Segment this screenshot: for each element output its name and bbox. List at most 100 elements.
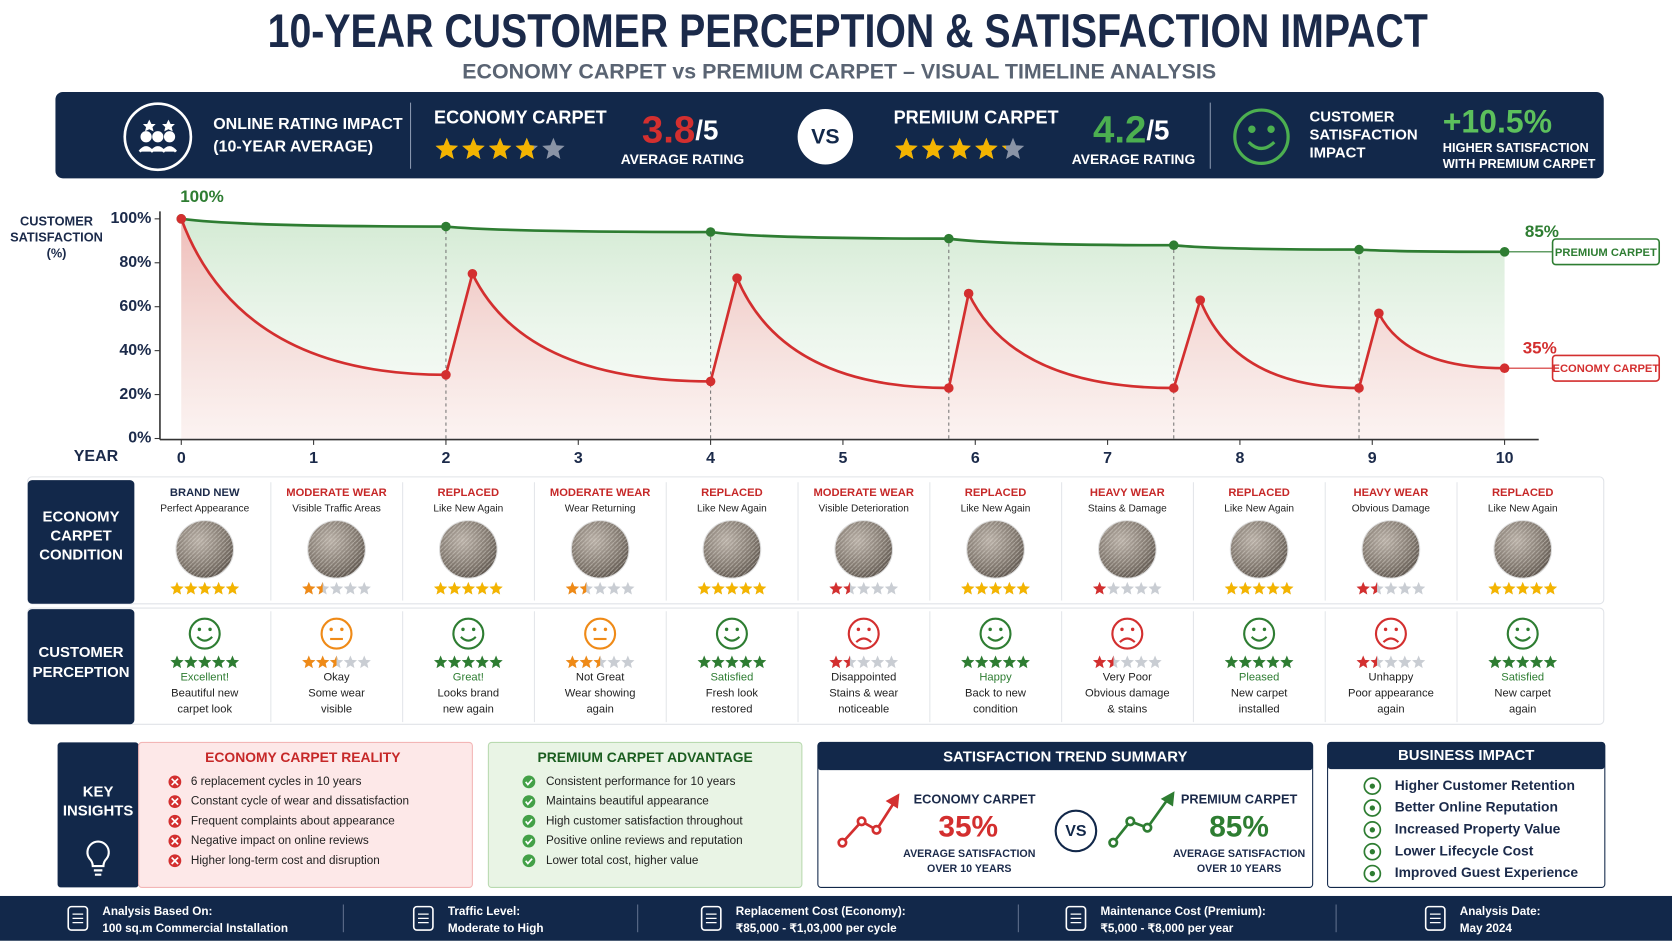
star — [565, 581, 580, 595]
star — [198, 655, 212, 669]
premium-rating: 4.2/5 — [1093, 109, 1169, 152]
perception-panel — [27, 607, 1605, 725]
perception-text: Looks brand — [438, 687, 500, 699]
point — [943, 233, 954, 244]
series-line — [180, 218, 1505, 390]
star-empty — [1106, 581, 1121, 595]
point — [963, 288, 974, 299]
star — [829, 581, 843, 595]
footer-icon — [67, 905, 89, 931]
insight-item: 6 replacement cycles in 10 years — [191, 775, 362, 788]
perception-text: Obvious damage — [1085, 687, 1170, 699]
impact-label: IMPACT — [1309, 145, 1365, 162]
star — [579, 581, 587, 595]
annotation: 100% — [180, 187, 224, 206]
perception-text: again — [586, 703, 613, 715]
y-axis-label: CUSTOMER — [20, 213, 93, 228]
star — [843, 655, 850, 669]
star — [1252, 655, 1266, 669]
trend-header — [817, 742, 1313, 771]
face-eye — [1262, 627, 1267, 632]
impact-value: +10.5% — [1443, 103, 1552, 139]
insights-label: KEY — [83, 783, 114, 800]
star — [1516, 655, 1530, 669]
star — [1266, 581, 1280, 595]
star — [1238, 655, 1252, 669]
star — [435, 137, 458, 160]
check-icon — [522, 814, 536, 828]
x-icon-mark — [171, 797, 179, 806]
y-tick-label: 0% — [128, 430, 151, 447]
perception-heading: Happy — [979, 671, 1012, 683]
star-empty — [357, 581, 371, 595]
carpet-texture — [439, 520, 498, 579]
star — [447, 655, 462, 669]
star-empty — [1398, 655, 1412, 669]
star-empty — [1120, 655, 1134, 669]
face-eye — [856, 627, 861, 632]
perception-text: Back to new — [965, 687, 1027, 699]
star — [1252, 581, 1266, 595]
star-empty — [884, 581, 899, 595]
condition-detail: Obvious Damage — [1352, 504, 1431, 515]
y-tick-label: 80% — [119, 254, 151, 271]
star — [1106, 655, 1114, 669]
star — [739, 581, 753, 595]
face-mouth — [1119, 637, 1136, 643]
point — [732, 273, 742, 283]
economy-area — [181, 218, 1505, 439]
impact-icon — [1363, 821, 1382, 839]
face-eye — [988, 627, 992, 632]
star — [302, 581, 316, 595]
carpet-texture — [175, 520, 235, 579]
star-empty — [857, 581, 871, 595]
face-mouth — [1250, 636, 1268, 642]
face — [584, 617, 617, 650]
trend-icon — [837, 793, 900, 848]
impact-icon-dot — [1369, 805, 1376, 811]
star — [697, 655, 711, 669]
star-empty — [621, 655, 635, 669]
carpet-texture — [570, 520, 630, 579]
star — [1502, 581, 1516, 595]
condition-detail: Like New Again — [961, 504, 1031, 515]
rating-caption: AVERAGE RATING — [621, 151, 744, 167]
star-empty — [1134, 655, 1148, 669]
star-empty — [1148, 655, 1162, 669]
perception-heading: Satisfied — [1501, 671, 1544, 683]
face-eye — [999, 627, 1003, 632]
star — [697, 581, 711, 595]
face-eye — [1526, 627, 1530, 632]
star-empty — [343, 581, 358, 595]
condition-detail: Like New Again — [697, 504, 767, 515]
star — [316, 581, 323, 595]
star — [433, 581, 448, 595]
star — [488, 137, 512, 160]
condition-status: MODERATE WEAR — [550, 487, 650, 499]
footer: Analysis Based On: 100 sq.m Commercial In… — [67, 904, 1541, 935]
star — [170, 655, 184, 669]
star-empty — [1412, 655, 1426, 669]
footer-label: Replacement Cost (Economy): — [736, 905, 906, 918]
check-icon — [522, 775, 536, 789]
footer-label: Analysis Based On: — [102, 905, 212, 918]
star — [1092, 655, 1107, 669]
insights-label: INSIGHTS — [63, 803, 133, 820]
perception-text: restored — [711, 703, 752, 715]
star — [739, 655, 753, 669]
insight-item: Frequent complaints about appearance — [191, 814, 395, 827]
insights-label-box — [57, 742, 139, 888]
y-tick-label: 40% — [119, 342, 151, 359]
face — [1506, 617, 1539, 650]
perception-heading: Excellent! — [180, 671, 229, 683]
face-eye — [329, 627, 333, 632]
star-empty — [1398, 581, 1412, 595]
star — [988, 655, 1003, 669]
star-empty — [343, 655, 358, 669]
timeline-rows: BRAND NEW Perfect Appearance MODERATE WEAR… — [160, 482, 1558, 723]
footer-icon-lines — [418, 913, 429, 924]
face — [1111, 617, 1144, 650]
star-empty — [542, 137, 565, 160]
